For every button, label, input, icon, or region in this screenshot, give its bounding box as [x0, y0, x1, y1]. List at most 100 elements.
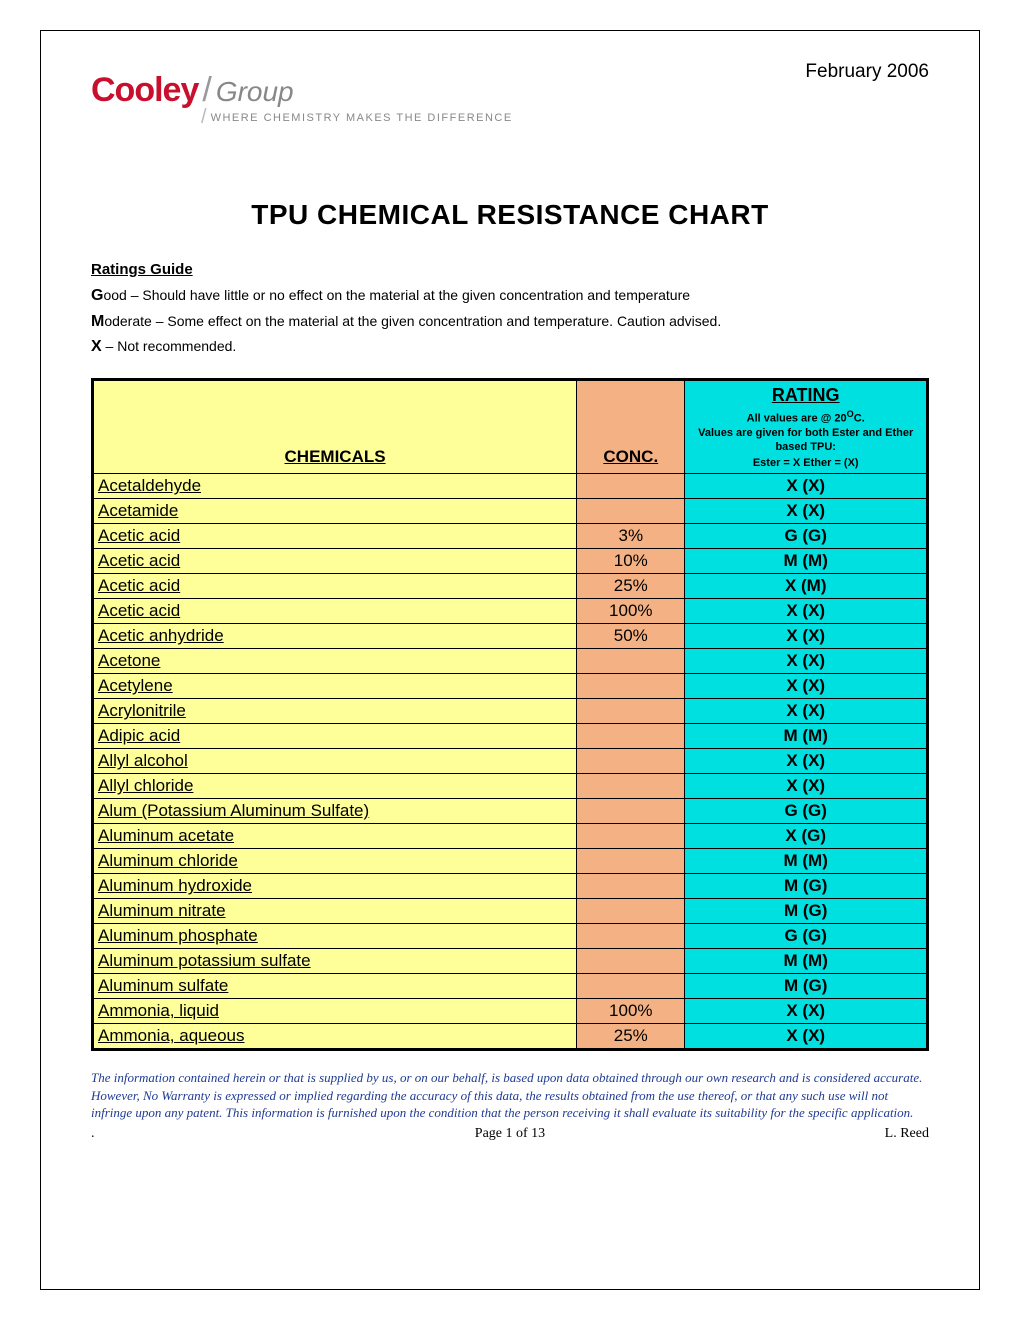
rating-x: X – Not recommended.: [91, 334, 929, 360]
rating-cell: G (G): [685, 924, 927, 949]
rating-cell: X (X): [685, 1024, 927, 1049]
concentration-cell: [577, 499, 685, 524]
rating-cell: X (X): [685, 749, 927, 774]
concentration-cell: [577, 924, 685, 949]
chemical-cell: Acetylene: [94, 674, 577, 699]
rating-cell: M (M): [685, 549, 927, 574]
chemical-cell: Acetic acid: [94, 574, 577, 599]
table-row: AcrylonitrileX (X): [94, 699, 927, 724]
table-row: Allyl alcohol X (X): [94, 749, 927, 774]
table-row: Aluminum nitrate M (G): [94, 899, 927, 924]
rating-cell: M (M): [685, 724, 927, 749]
footer-page: Page 1 of 13: [171, 1126, 849, 1142]
chemical-cell: Aluminum phosphate: [94, 924, 577, 949]
chemical-cell: Ammonia, aqueous: [94, 1024, 577, 1049]
chemical-cell: Aluminum sulfate: [94, 974, 577, 999]
rating-cell: X (M): [685, 574, 927, 599]
rating-cell: X (X): [685, 599, 927, 624]
chemical-cell: Acetamide: [94, 499, 577, 524]
table-header-row: CHEMICALS CONC. RATING All values are @ …: [94, 380, 927, 474]
table-row: Acetic acid25%X (M): [94, 574, 927, 599]
rating-cell: M (M): [685, 849, 927, 874]
header-chemicals: CHEMICALS: [94, 380, 577, 474]
rating-cell: X (X): [685, 674, 927, 699]
chemical-cell: Acrylonitrile: [94, 699, 577, 724]
ratings-guide: Ratings Guide Good – Should have little …: [91, 261, 929, 360]
concentration-cell: 10%: [577, 549, 685, 574]
concentration-cell: [577, 474, 685, 499]
rating-cell: M (G): [685, 874, 927, 899]
table-row: Allyl chloride X (X): [94, 774, 927, 799]
table-row: Aluminum acetateX (G): [94, 824, 927, 849]
logo-slash-icon: /: [202, 71, 211, 110]
concentration-cell: [577, 874, 685, 899]
concentration-cell: 100%: [577, 999, 685, 1024]
table-row: Adipic acid M (M): [94, 724, 927, 749]
document-date: February 2006: [805, 61, 929, 83]
chemical-cell: Ammonia, liquid: [94, 999, 577, 1024]
rating-cell: X (X): [685, 774, 927, 799]
page-frame: Cooley / Group / WHERE CHEMISTRY MAKES T…: [40, 30, 980, 1290]
logo: Cooley / Group / WHERE CHEMISTRY MAKES T…: [91, 71, 513, 129]
chemical-cell: Aluminum hydroxide: [94, 874, 577, 899]
concentration-cell: 3%: [577, 524, 685, 549]
table-row: Aluminum sulfate M (G): [94, 974, 927, 999]
concentration-cell: [577, 699, 685, 724]
concentration-cell: [577, 899, 685, 924]
rating-legend: Ester = X Ether = (X): [693, 457, 918, 469]
rating-cell: M (M): [685, 949, 927, 974]
footer-author: L. Reed: [849, 1126, 929, 1142]
footer-dot: .: [91, 1126, 171, 1142]
chemical-cell: Aluminum chloride: [94, 849, 577, 874]
chemical-cell: Allyl chloride: [94, 774, 577, 799]
ratings-guide-header: Ratings Guide: [91, 261, 929, 278]
chemical-cell: Allyl alcohol: [94, 749, 577, 774]
rating-cell: G (G): [685, 799, 927, 824]
chemical-cell: Acetic anhydride: [94, 624, 577, 649]
rating-good: Good – Should have little or no effect o…: [91, 283, 929, 309]
table-row: Acetone X (X): [94, 649, 927, 674]
rating-cell: M (G): [685, 899, 927, 924]
header-row: Cooley / Group / WHERE CHEMISTRY MAKES T…: [91, 61, 929, 129]
rating-cell: M (G): [685, 974, 927, 999]
header-conc: CONC.: [577, 380, 685, 474]
concentration-cell: 50%: [577, 624, 685, 649]
rating-cell: X (X): [685, 999, 927, 1024]
table-row: Ammonia, liquid100%X (X): [94, 999, 927, 1024]
concentration-cell: 100%: [577, 599, 685, 624]
concentration-cell: [577, 749, 685, 774]
table-row: AcetaldehydeX (X): [94, 474, 927, 499]
concentration-cell: [577, 799, 685, 824]
table-row: Aluminum phosphate G (G): [94, 924, 927, 949]
logo-sub: Group: [216, 76, 294, 108]
table-row: Acetylene X (X): [94, 674, 927, 699]
header-rating: RATING All values are @ 20OC. Values are…: [685, 380, 927, 474]
table-row: Alum (Potassium Aluminum Sulfate)G (G): [94, 799, 927, 824]
chemical-cell: Acetic acid: [94, 599, 577, 624]
table-row: Aluminum hydroxide M (G): [94, 874, 927, 899]
chemical-cell: Aluminum nitrate: [94, 899, 577, 924]
concentration-cell: 25%: [577, 574, 685, 599]
rating-title: RATING: [693, 385, 918, 406]
concentration-cell: [577, 949, 685, 974]
table-row: Acetic anhydride50%X (X): [94, 624, 927, 649]
rating-cell: X (X): [685, 624, 927, 649]
rating-cell: X (X): [685, 474, 927, 499]
concentration-cell: 25%: [577, 1024, 685, 1049]
concentration-cell: [577, 774, 685, 799]
concentration-cell: [577, 649, 685, 674]
table-row: Acetamide X (X): [94, 499, 927, 524]
table-row: Acetic acid3%G (G): [94, 524, 927, 549]
concentration-cell: [577, 849, 685, 874]
concentration-cell: [577, 674, 685, 699]
logo-tagline: WHERE CHEMISTRY MAKES THE DIFFERENCE: [211, 112, 513, 124]
rating-cell: X (X): [685, 649, 927, 674]
resistance-table: CHEMICALS CONC. RATING All values are @ …: [91, 378, 929, 1052]
chemical-cell: Acetic acid: [94, 549, 577, 574]
disclaimer: The information contained herein or that…: [91, 1069, 929, 1122]
chemical-cell: Acetone: [94, 649, 577, 674]
rating-cell: X (X): [685, 499, 927, 524]
chemical-cell: Acetic acid: [94, 524, 577, 549]
logo-tagline-slash-icon: /: [201, 106, 207, 129]
chemical-cell: Adipic acid: [94, 724, 577, 749]
